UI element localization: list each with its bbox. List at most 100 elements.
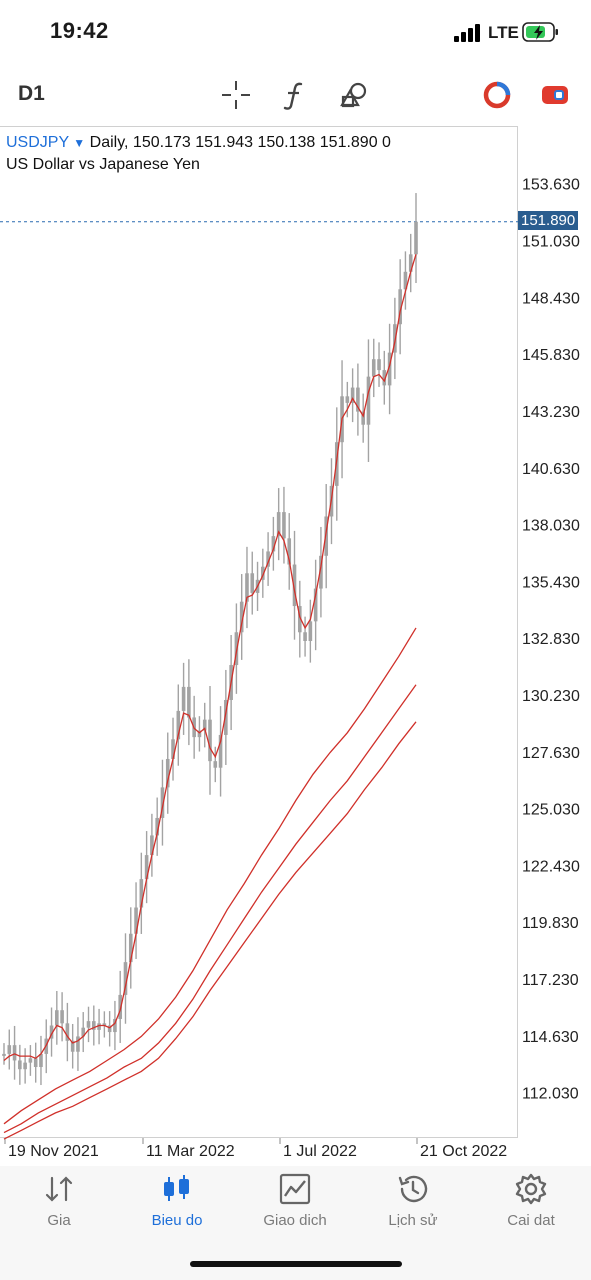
price-bar-body bbox=[28, 1058, 33, 1063]
x-tick-label: 1 Jul 2022 bbox=[283, 1143, 357, 1160]
y-tick-label: 114.630 bbox=[522, 1029, 579, 1046]
price-bar-body bbox=[65, 1023, 70, 1041]
y-tick-label: 125.030 bbox=[522, 802, 580, 819]
price-bar-body bbox=[113, 1018, 117, 1033]
price-bar-body bbox=[187, 686, 191, 718]
price-bar-body bbox=[239, 601, 244, 633]
price-bar-body bbox=[12, 1045, 17, 1061]
price-bar-body bbox=[213, 761, 218, 768]
x-tick-label: 21 Oct 2022 bbox=[420, 1143, 507, 1160]
price-bar-body bbox=[282, 512, 286, 539]
y-tick-label: 122.430 bbox=[522, 858, 580, 875]
price-bar-body bbox=[160, 787, 165, 818]
price-bar-body bbox=[33, 1058, 38, 1068]
price-bar-body bbox=[408, 254, 413, 272]
one-click-trading-icon[interactable] bbox=[536, 76, 574, 114]
price-bar-body bbox=[403, 271, 408, 290]
chart-toolbar: D1 bbox=[0, 70, 591, 120]
objects-icon[interactable] bbox=[335, 76, 373, 114]
price-bar-body bbox=[414, 221, 418, 255]
price-bar-body bbox=[276, 512, 281, 537]
settings-icon bbox=[515, 1173, 547, 1205]
chart-canvas[interactable]: 153.630 151.030 148.430 145.830 143.230 140.6… bbox=[0, 126, 591, 1166]
y-tick-label: 138.030 bbox=[522, 518, 580, 535]
x-tick-label: 11 Mar 2022 bbox=[146, 1143, 235, 1160]
price-bar-body bbox=[371, 359, 376, 377]
tab-label: Cai dat bbox=[507, 1212, 555, 1229]
tab-label: Gia bbox=[47, 1212, 71, 1229]
price-bar-body bbox=[303, 632, 307, 641]
price-bar-body bbox=[91, 1021, 96, 1030]
price-bar-body bbox=[245, 573, 249, 602]
moving-average-fast bbox=[3, 254, 417, 1062]
y-tick-label: 112.030 bbox=[522, 1086, 579, 1103]
chart-period: Daily, bbox=[89, 134, 129, 151]
symbol-description: US Dollar vs Japanese Yen bbox=[6, 156, 200, 173]
tab-quotes[interactable]: Gia bbox=[0, 1172, 118, 1236]
y-tick-label: 143.230 bbox=[522, 404, 580, 421]
y-tick-label: 135.430 bbox=[522, 574, 580, 591]
function-icon[interactable] bbox=[275, 76, 313, 114]
price-bar-body bbox=[150, 835, 154, 856]
y-tick-label: 145.830 bbox=[522, 347, 580, 364]
price-bar-body bbox=[261, 566, 265, 580]
chart-icon bbox=[164, 1175, 189, 1201]
y-tick-label: 132.830 bbox=[522, 631, 580, 648]
y-tick-label: 148.430 bbox=[522, 290, 580, 307]
price-bar-body bbox=[118, 994, 123, 1019]
y-tick-label: 130.230 bbox=[522, 688, 580, 705]
tab-trade[interactable]: Giao dich bbox=[236, 1172, 354, 1236]
tab-label: Giao dich bbox=[263, 1212, 327, 1229]
price-bar-body bbox=[7, 1045, 12, 1054]
timeframe-button[interactable]: D1 bbox=[18, 82, 45, 105]
price-chart[interactable]: 153.630 151.030 148.430 145.830 143.230 140.6… bbox=[0, 126, 591, 1166]
history-icon bbox=[398, 1175, 428, 1203]
y-tick-label: 119.830 bbox=[522, 915, 579, 932]
home-indicator bbox=[190, 1261, 402, 1267]
price-bar-body bbox=[208, 719, 212, 762]
price-bar-body bbox=[202, 719, 207, 731]
carrier-label: LTE bbox=[488, 23, 519, 42]
price-bar-body bbox=[297, 606, 302, 633]
price-bar-body bbox=[134, 907, 138, 934]
price-bar-body bbox=[361, 411, 365, 425]
price-bar-body bbox=[176, 710, 181, 740]
quotes-icon bbox=[45, 1176, 73, 1202]
price-bar-body bbox=[356, 387, 360, 412]
chart-type-icon[interactable] bbox=[478, 76, 516, 114]
y-tick-label: 153.630 bbox=[522, 177, 580, 194]
price-bar-body bbox=[86, 1021, 91, 1028]
price-bar-body bbox=[123, 962, 128, 995]
price-bar-body bbox=[387, 352, 392, 386]
price-bar-body bbox=[398, 289, 402, 325]
status-bar: 19:42 LTE bbox=[0, 0, 591, 64]
price-bar-body bbox=[350, 387, 355, 403]
price-bar-body bbox=[55, 1010, 59, 1026]
price-bar-body bbox=[155, 817, 159, 836]
status-time: 19:42 bbox=[50, 18, 109, 43]
signal-icon bbox=[454, 24, 482, 42]
battery-icon bbox=[522, 22, 558, 42]
price-bar-body bbox=[70, 1040, 75, 1052]
price-bar-body bbox=[292, 564, 297, 607]
symbol-dropdown-icon[interactable]: ▼ bbox=[73, 136, 86, 150]
price-bar-body bbox=[382, 370, 387, 386]
price-bar-body bbox=[324, 516, 329, 556]
price-bar-body bbox=[165, 758, 170, 788]
crosshair-icon[interactable] bbox=[217, 76, 255, 114]
symbol-name[interactable]: USDJPY bbox=[6, 134, 69, 151]
ohlc-values: 150.173 151.943 150.138 151.890 0 bbox=[132, 134, 391, 151]
tab-label: Bieu do bbox=[151, 1212, 203, 1229]
y-tick-label: 117.230 bbox=[522, 972, 579, 989]
price-bar-body bbox=[271, 536, 276, 552]
price-bar-body bbox=[319, 555, 323, 589]
price-bar-body bbox=[345, 396, 350, 403]
tab-history[interactable]: Lịch sử bbox=[354, 1172, 472, 1236]
y-tick-label: 140.630 bbox=[522, 461, 580, 478]
tab-chart[interactable]: Bieu do bbox=[118, 1172, 236, 1236]
tab-settings[interactable]: Cai dat bbox=[472, 1172, 590, 1236]
price-bar-body bbox=[377, 359, 381, 371]
price-bar-body bbox=[23, 1062, 27, 1070]
price-bar-body bbox=[224, 699, 228, 735]
price-bar-body bbox=[39, 1053, 43, 1068]
